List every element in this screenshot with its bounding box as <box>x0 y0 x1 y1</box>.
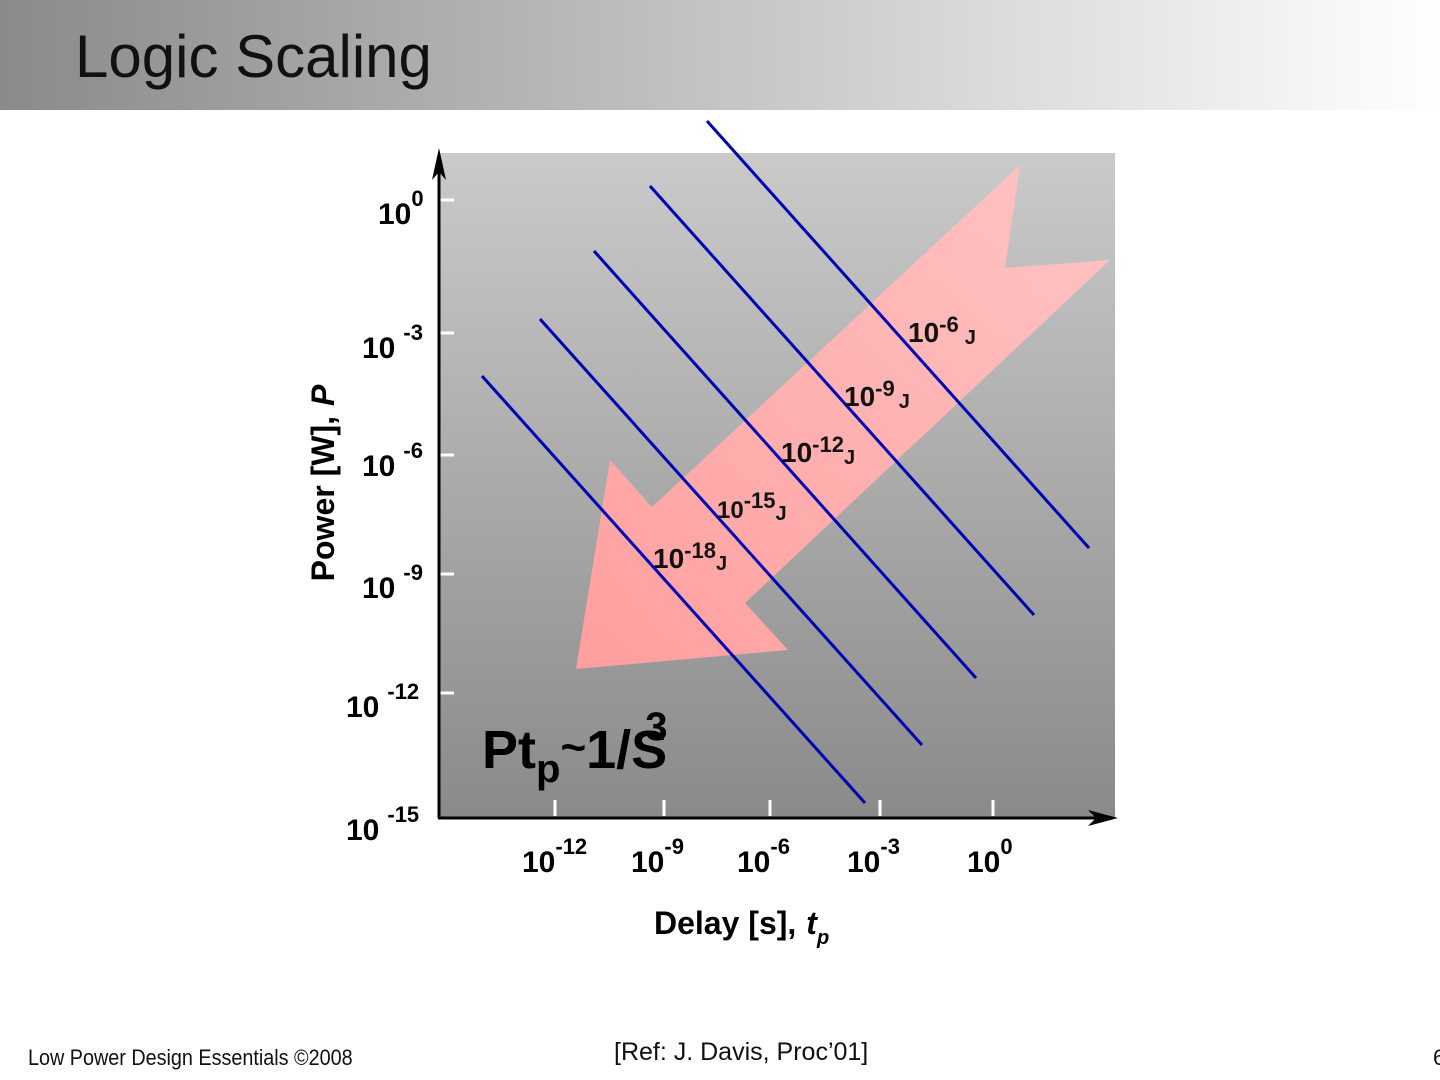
formula-exp: 3 <box>645 705 667 749</box>
tick-base: 10 <box>378 198 411 231</box>
energy-lines <box>480 119 1091 805</box>
footer-left: Low Power Design Essentials ©2008 <box>28 1046 353 1070</box>
y-tick-label: 10 -12 <box>346 679 419 724</box>
label-unit: J <box>716 553 727 575</box>
label-exp: -9 <box>875 376 895 401</box>
label-base: 10 <box>781 437 812 468</box>
energy-line <box>648 184 1036 617</box>
energy-label: 10-6 J <box>908 312 976 349</box>
formula: Ptp~1/S3 <box>482 705 667 791</box>
axis-label: Delay [s], <box>654 905 796 941</box>
x-tick-label: 10-6 <box>737 834 790 879</box>
label-unit: J <box>844 447 855 469</box>
x-tick-label: 100 <box>967 834 1013 879</box>
tick-exp: -15 <box>387 802 419 827</box>
ticks <box>440 198 995 816</box>
label-exp: -15 <box>744 488 776 513</box>
x-axis-title: Delay [s], tp <box>654 905 829 949</box>
tick-base: 10 <box>967 846 1000 879</box>
energy-label: 10-15J <box>717 488 787 525</box>
y-tick-label: 10 -15 <box>346 802 419 847</box>
label-base: 10 <box>717 497 744 524</box>
label-unit: J <box>776 503 787 525</box>
axis-variable: t <box>806 905 818 941</box>
tick-base: 10 <box>362 450 395 483</box>
tick-exp: -3 <box>880 834 900 859</box>
label-unit: J <box>899 391 910 413</box>
tick-base: 10 <box>522 846 555 879</box>
x-tick-label: 10-9 <box>631 834 684 879</box>
tick-exp: -6 <box>403 438 423 463</box>
y-axis-arrow <box>432 148 446 180</box>
header-bar <box>0 0 1440 110</box>
tick-exp: -12 <box>555 834 587 859</box>
energy-line <box>480 374 867 805</box>
tick-base: 10 <box>737 846 770 879</box>
tick-exp: -3 <box>403 320 423 345</box>
x-axis-arrow <box>1088 810 1118 826</box>
footer-ref: [Ref: J. Davis, Proc’01] <box>614 1038 868 1066</box>
energy-line <box>705 119 1091 550</box>
energy-label: 10-12J <box>781 432 855 469</box>
page-number: 6 <box>1433 1045 1440 1070</box>
axis-subscript: p <box>816 927 829 949</box>
x-tick-label: 10-3 <box>847 834 900 879</box>
tick-base: 10 <box>847 846 880 879</box>
scaling-arrow <box>576 165 1110 669</box>
y-tick-label: 10 -9 <box>362 560 423 605</box>
title: Logic Scaling <box>75 23 432 90</box>
tick-exp: -9 <box>403 560 423 585</box>
x-tick-label: 10-12 <box>522 834 587 879</box>
y-tick-label: 10 -6 <box>362 438 423 483</box>
y-axis-title: Power [W], P <box>305 384 341 581</box>
axis-label: Power [W], <box>305 416 341 581</box>
energy-label: 10-18J <box>653 538 727 575</box>
tick-exp: 0 <box>411 186 423 211</box>
formula-op: ~ <box>560 723 586 772</box>
tick-base: 10 <box>346 691 379 724</box>
label-exp: -12 <box>812 432 844 457</box>
formula-sub: p <box>536 747 560 791</box>
tick-base: 10 <box>631 846 664 879</box>
label-exp: -18 <box>684 538 716 563</box>
energy-line <box>538 317 924 747</box>
label-base: 10 <box>908 317 939 348</box>
tick-exp: -6 <box>770 834 790 859</box>
energy-label: 10-9J <box>844 376 910 413</box>
label-base: 10 <box>653 543 684 574</box>
tick-exp: -9 <box>664 834 684 859</box>
tick-exp: -12 <box>387 679 419 704</box>
label-unit: J <box>965 327 976 349</box>
y-tick-label: 10 -3 <box>362 320 423 365</box>
formula-rhs: 1/S <box>586 720 667 780</box>
tick-base: 10 <box>346 814 379 847</box>
label-exp: -6 <box>939 312 959 337</box>
energy-line <box>592 249 978 680</box>
axis-variable: P <box>305 384 341 406</box>
tick-base: 10 <box>362 332 395 365</box>
tick-base: 10 <box>362 572 395 605</box>
label-base: 10 <box>844 381 875 412</box>
y-tick-label: 100 <box>378 186 424 231</box>
formula-lhs: Pt <box>482 720 536 780</box>
tick-exp: 0 <box>1000 834 1012 859</box>
